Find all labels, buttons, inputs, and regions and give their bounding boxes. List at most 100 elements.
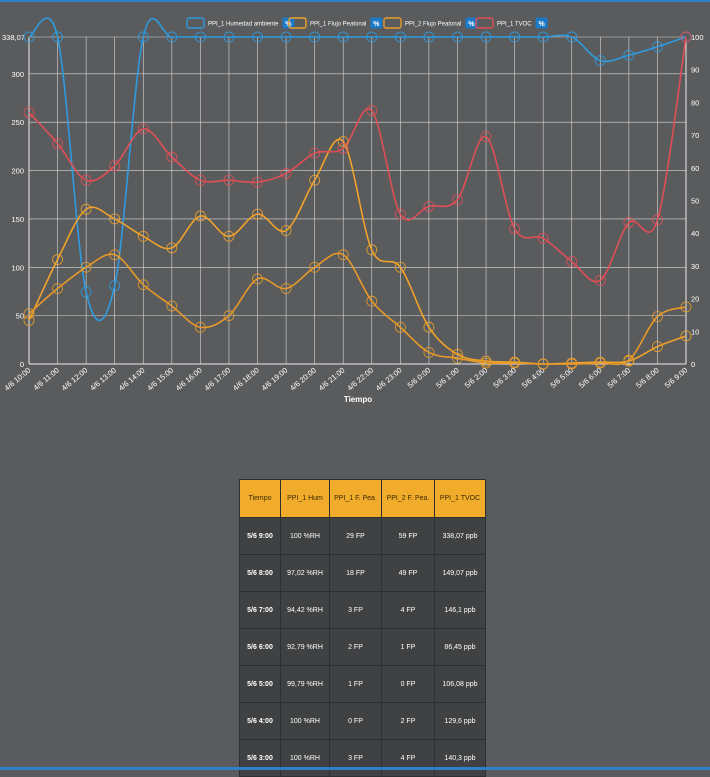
table-header-cell[interactable]: PPI_1 F. Pea. (329, 479, 382, 518)
x-axis-tick-label: 4/6 10:00 (3, 366, 33, 393)
table-cell: 0 FP (329, 702, 382, 740)
data-point (452, 31, 463, 43)
x-axis-tick-label: 4/6 15:00 (145, 366, 175, 393)
legend-label: PPI_1 TVOC (497, 22, 532, 28)
table-row: 5/6 3:00 100 %RH 3 FP 4 FP 140,3 ppb (239, 739, 486, 777)
data-point (452, 348, 463, 360)
line-chart: 0 50 100 150 200 250 300 338,07 0 10 20 30 40 50 60 70 8… (2, 17, 704, 404)
table-cell: 59 FP (381, 517, 435, 555)
left-axis-tick-label: 250 (11, 118, 24, 127)
left-axis-tick-label: 150 (11, 215, 24, 224)
data-point (223, 310, 235, 322)
data-point (252, 208, 263, 220)
table-cell: 5/6 4:00 (239, 702, 281, 740)
table-cell: 4 FP (381, 739, 435, 777)
right-axis-tick-label: 80 (691, 98, 699, 107)
table-row: 5/6 6:00 92,79 %RH 2 FP 1 FP 86,45 ppb (239, 628, 486, 666)
data-point (423, 321, 435, 333)
data-point (109, 213, 121, 225)
x-axis-tick-label: 5/6 8:00 (634, 366, 661, 390)
x-axis-label: Tiempo (344, 395, 372, 404)
series-line-2 (28, 252, 687, 366)
data-point (480, 357, 492, 369)
data-point (137, 123, 149, 135)
legend-label: PPI_1 Humedad ambiente (208, 22, 279, 28)
data-point (537, 31, 549, 43)
data-point (566, 31, 578, 43)
data-point (23, 308, 35, 320)
data-point (337, 249, 349, 261)
legend-swatch (383, 17, 402, 29)
data-point (337, 142, 349, 154)
left-axis-tick-label: 50 (16, 312, 24, 321)
table-cell: 5/6 7:00 (239, 591, 281, 629)
table-header-cell[interactable]: PPI_1 Hum (280, 479, 330, 518)
data-point (23, 315, 35, 326)
x-axis-tick-label: 4/6 17:00 (202, 366, 232, 393)
table-row: 5/6 7:00 94,42 %RH 3 FP 4 FP 146,1 ppb (239, 591, 486, 629)
legend-unit-label: % (373, 21, 380, 28)
right-axis-tick-label: 50 (691, 197, 699, 206)
data-point (366, 31, 378, 43)
data-point (509, 223, 521, 235)
data-point (680, 301, 692, 313)
data-point (52, 31, 64, 43)
table-header-cell[interactable]: PPI_1 TVOC (434, 479, 486, 518)
data-point (480, 131, 492, 143)
data-point (480, 31, 492, 43)
data-point (537, 358, 549, 370)
left-axis-max-label: 338,07 (2, 33, 25, 42)
table-cell: 100 %RH (280, 702, 330, 740)
table-cell: 3 FP (329, 739, 382, 777)
data-point (252, 31, 263, 43)
data-point (680, 31, 692, 43)
data-point (566, 256, 578, 267)
top-accent-line (0, 0, 710, 2)
chart-legend[interactable]: PPI_1 Humedad ambiente% PPI_1 Flujo Peato… (186, 17, 548, 29)
data-point (280, 31, 292, 43)
data-point (366, 244, 378, 256)
right-axis-tick-label: 100 (691, 33, 704, 42)
chart-series-lines (28, 17, 687, 366)
chart-grid (28, 36, 687, 365)
x-axis-tick-label: 5/6 9:00 (663, 366, 690, 390)
table-cell: 92,79 %RH (280, 628, 330, 666)
x-axis-tick-label: 4/6 22:00 (345, 366, 375, 393)
table-cell: 146,1 ppb (434, 591, 486, 629)
table-cell: 18 FP (329, 554, 382, 592)
data-point (223, 31, 235, 43)
left-axis-tick-label: 100 (11, 263, 24, 272)
data-point (137, 31, 149, 43)
chart-axes: 0 50 100 150 200 250 300 338,07 0 10 20 30 40 50 60 70 8… (2, 33, 704, 393)
data-point (309, 147, 321, 159)
data-point (423, 31, 435, 43)
legend-unit-badge (535, 17, 548, 29)
table-row: 5/6 8:00 97,02 %RH 18 FP 49 FP 149,07 pp… (239, 554, 486, 592)
table-cell: 0 FP (381, 665, 435, 703)
x-axis-tick-label: 4/6 18:00 (231, 366, 261, 393)
table-cell: 49 FP (381, 554, 435, 592)
left-axis-tick-label: 200 (11, 167, 24, 176)
data-point (337, 31, 349, 43)
data-point (566, 358, 578, 370)
data-point (594, 55, 606, 67)
right-axis-tick-label: 10 (691, 327, 699, 336)
left-axis-tick-label: 300 (11, 70, 24, 79)
data-point (623, 217, 635, 229)
data-point (366, 295, 378, 307)
data-point (452, 352, 463, 364)
x-axis-tick-label: 4/6 11:00 (32, 366, 61, 393)
data-point (223, 230, 235, 242)
data-point (194, 31, 206, 43)
data-point (423, 346, 435, 358)
x-axis-tick-label: 5/6 0:00 (406, 366, 433, 390)
data-point (137, 230, 149, 242)
table-header-cell[interactable]: Tiempo (239, 479, 281, 518)
table-header-cell[interactable]: PPI_2 F. Pea. (381, 479, 435, 518)
table-cell: 99,79 %RH (280, 665, 330, 703)
data-point (194, 174, 206, 186)
table-cell: 129,6 ppb (434, 702, 486, 740)
table-cell: 5/6 9:00 (239, 517, 281, 555)
data-point (651, 311, 663, 323)
left-axis-tick-label: 0 (20, 360, 24, 369)
